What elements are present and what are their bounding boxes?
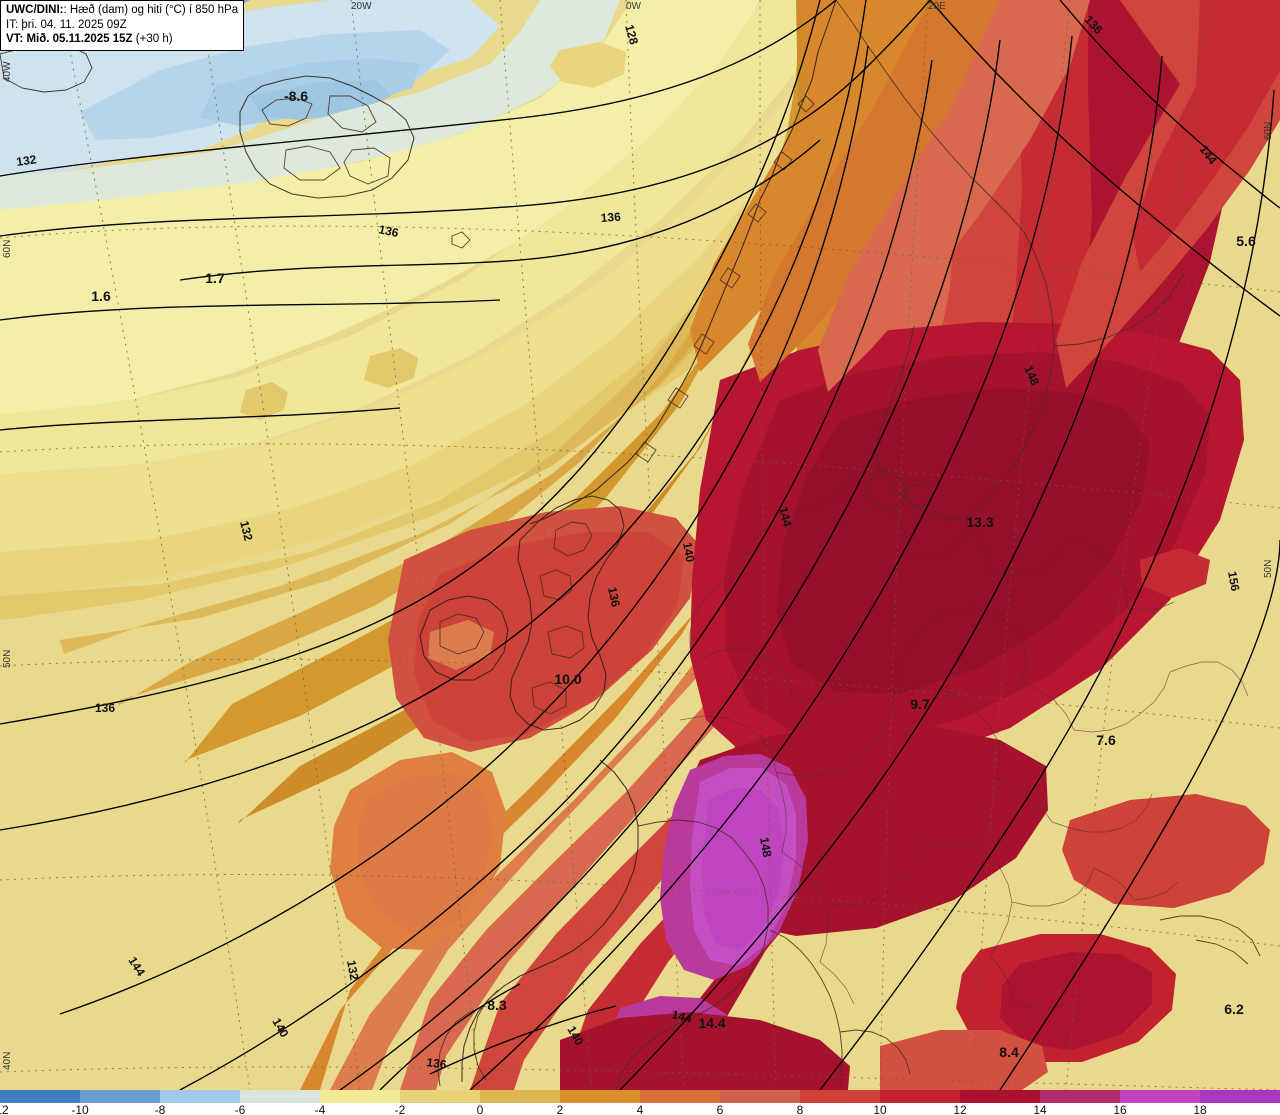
field-description: : Hæð (dam) og hiti (°C) í 850 hPa bbox=[63, 4, 239, 16]
colorbar-swatch bbox=[1120, 1090, 1200, 1103]
graticule-label: 20E bbox=[928, 1, 946, 12]
graticule-label-group: 20W 0W 20E 60N 50N 40N 60N 50N 40W bbox=[2, 1, 1274, 1070]
contour-label: 136 bbox=[95, 701, 115, 715]
colorbar-tick-label: 18 bbox=[1193, 1103, 1207, 1115]
temperature-colorbar[interactable]: -12 -10 -8 -6 -4 -2 0 2 4 6 8 10 12 14 16 18 bbox=[0, 1090, 1280, 1115]
temperature-value-label: 14.4 bbox=[698, 1015, 725, 1031]
graticule-label: 50N bbox=[1263, 560, 1274, 578]
contour-label-group: 132 136 136 128 136 144 132 136 136 140 … bbox=[15, 13, 1242, 1072]
temperature-value-label: 10.0 bbox=[554, 671, 581, 687]
colorbar-tick-label: -2 bbox=[394, 1103, 406, 1115]
contour-label: 132 bbox=[344, 959, 361, 981]
map-svg: 132 136 136 128 136 144 132 136 136 140 … bbox=[0, 0, 1280, 1090]
colorbar-tick-label: -6 bbox=[234, 1103, 246, 1115]
temperature-value-label: -8.6 bbox=[284, 88, 308, 104]
valid-time-prefix: VT: bbox=[6, 33, 24, 46]
contour-label: 132 bbox=[15, 152, 37, 169]
temperature-value-label: 7.6 bbox=[1096, 732, 1116, 748]
temperature-contour-fill bbox=[0, 0, 1280, 1090]
colorbar-swatch bbox=[0, 1090, 80, 1103]
info-line-title: UWC/DINI:: Hæð (dam) og hiti (°C) í 850 … bbox=[6, 3, 238, 18]
colorbar-swatch bbox=[160, 1090, 240, 1103]
contour-label: 136 bbox=[426, 1055, 448, 1072]
temperature-value-labels: -8.6 1.6 1.7 5.6 13.3 10.0 9.7 7.6 8.3 1… bbox=[91, 88, 1256, 1060]
colorbar-tick-labels: -12 -10 -8 -6 -4 -2 0 2 4 6 8 10 12 14 16 18 bbox=[0, 1103, 1280, 1115]
colorbar-tick-label: 14 bbox=[1033, 1103, 1047, 1115]
colorbar-swatches bbox=[0, 1090, 1280, 1103]
valid-time-value: Mið. 05.11.2025 15Z bbox=[26, 33, 133, 46]
colorbar-swatch bbox=[880, 1090, 960, 1103]
graticule-label: 40W bbox=[2, 61, 13, 82]
graticule-label: 20W bbox=[351, 1, 372, 12]
temperature-value-label: 8.3 bbox=[487, 997, 507, 1013]
contour-label: 128 bbox=[622, 23, 641, 46]
temperature-value-label: 1.6 bbox=[91, 288, 111, 304]
contour-label: 136 bbox=[600, 210, 621, 225]
height-contour-lines bbox=[0, 0, 1280, 1090]
contour-label: 144 bbox=[776, 505, 795, 528]
contour-label: 132 bbox=[237, 519, 256, 542]
colorbar-tick-label: -10 bbox=[71, 1103, 89, 1115]
model-label: UWC/DINI: bbox=[6, 4, 64, 16]
colorbar-swatch bbox=[960, 1090, 1040, 1103]
init-time-value: þri. 04. 11. 2025 09Z bbox=[21, 18, 127, 31]
colorbar-swatch bbox=[320, 1090, 400, 1103]
colorbar-swatch bbox=[560, 1090, 640, 1103]
colorbar-swatch bbox=[1040, 1090, 1120, 1103]
temperature-value-label: 6.2 bbox=[1224, 1001, 1244, 1017]
temperature-value-label: 13.3 bbox=[966, 514, 993, 530]
contour-label: 148 bbox=[757, 836, 774, 858]
graticule-lines bbox=[0, 0, 1280, 1090]
colorbar-tick-label: -12 bbox=[0, 1103, 9, 1115]
colorbar-tick-label: 6 bbox=[716, 1103, 724, 1115]
colorbar-swatch bbox=[240, 1090, 320, 1103]
contour-label: 140 bbox=[680, 541, 697, 563]
contour-label: 144 bbox=[670, 1007, 693, 1026]
graticule-label: 60N bbox=[1263, 122, 1274, 140]
colorbar-swatch bbox=[720, 1090, 800, 1103]
graticule-label: 0W bbox=[626, 1, 642, 12]
colorbar-tick-label: 4 bbox=[636, 1103, 644, 1115]
info-line-valid: VT: Mið. 05.11.2025 15Z (+30 h) bbox=[6, 32, 238, 47]
colorbar-tick-label: 12 bbox=[953, 1103, 967, 1115]
graticule-label: 50N bbox=[2, 650, 13, 668]
map-info-box: UWC/DINI:: Hæð (dam) og hiti (°C) í 850 … bbox=[0, 0, 245, 52]
colorbar-tick-label: 8 bbox=[796, 1103, 804, 1115]
graticule-label: 40N bbox=[2, 1052, 13, 1070]
colorbar-tick-label: 2 bbox=[556, 1103, 564, 1115]
colorbar-swatch bbox=[800, 1090, 880, 1103]
colorbar-swatch bbox=[640, 1090, 720, 1103]
contour-label: 136 bbox=[377, 222, 400, 240]
colorbar-swatch bbox=[480, 1090, 560, 1103]
contour-label: 156 bbox=[1225, 570, 1242, 592]
temperature-value-label: 9.7 bbox=[910, 696, 930, 712]
colorbar-tick-label: -8 bbox=[154, 1103, 166, 1115]
colorbar-swatch bbox=[80, 1090, 160, 1103]
temperature-value-label: 1.7 bbox=[205, 270, 225, 286]
graticule-label: 60N bbox=[2, 240, 13, 258]
colorbar-swatch bbox=[400, 1090, 480, 1103]
map-canvas[interactable]: 132 136 136 128 136 144 132 136 136 140 … bbox=[0, 0, 1280, 1090]
colorbar-swatch bbox=[1200, 1090, 1280, 1103]
init-time-prefix: IT: bbox=[6, 18, 19, 31]
temperature-value-label: 5.6 bbox=[1236, 233, 1256, 249]
colorbar-tick-label: 16 bbox=[1113, 1103, 1127, 1115]
lead-time-value: (+30 h) bbox=[135, 33, 173, 46]
coastline-layer bbox=[0, 0, 1261, 1090]
info-line-init: IT: þri. 04. 11. 2025 09Z bbox=[6, 18, 238, 33]
contour-label: 136 bbox=[605, 586, 623, 609]
colorbar-tick-label: 10 bbox=[873, 1103, 887, 1115]
colorbar-tick-label: -4 bbox=[314, 1103, 326, 1115]
colorbar-tick-label: 0 bbox=[476, 1103, 484, 1115]
temperature-value-label: 8.4 bbox=[999, 1044, 1019, 1060]
